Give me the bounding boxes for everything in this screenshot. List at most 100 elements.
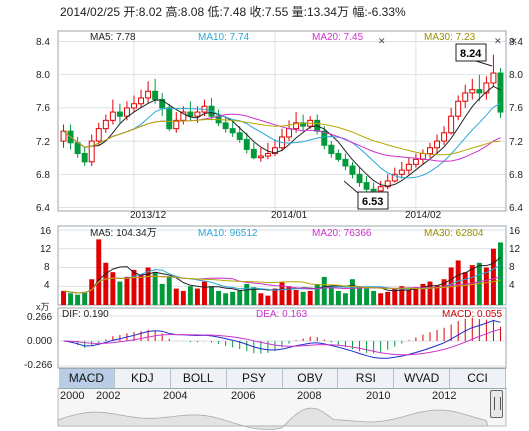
candle-body: [321, 130, 328, 146]
candle-body: [469, 89, 476, 94]
volume-bar: [328, 286, 334, 305]
candle-body: [490, 72, 497, 84]
y-tick-7.2: 7.2: [36, 137, 50, 148]
y-tick-7.6: 7.6: [36, 103, 50, 114]
candle-body: [152, 90, 159, 101]
macd-tick-top: 0.266: [27, 312, 52, 323]
ma5-label: MA5: 7.78: [90, 32, 136, 43]
vol-tick-right-12: 12: [509, 244, 521, 255]
indicator-tabs: MACD KDJ BOLL PSY OBV RSI WVAD CCI: [59, 368, 506, 389]
tab-kdj[interactable]: KDJ: [115, 369, 171, 388]
candle-body: [377, 186, 384, 192]
crosshair-icon[interactable]: ✕: [510, 36, 518, 46]
volume-bar: [490, 248, 496, 305]
min-callout-box: [357, 191, 389, 210]
y-tick-right-8.4: 8.4: [509, 37, 523, 48]
candle-body: [264, 153, 271, 157]
volume-bar: [152, 272, 158, 305]
ma30-label: MA30: 7.23: [424, 32, 476, 43]
candle-body: [328, 144, 335, 155]
volume-bar: [68, 293, 74, 305]
max-callout-box: [455, 43, 487, 62]
candle-body: [363, 182, 370, 190]
tab-cci[interactable]: CCI: [450, 369, 506, 388]
tab-boll[interactable]: BOLL: [171, 369, 227, 388]
dif-label: DIF: 0.190: [62, 309, 109, 320]
timeline-history-line: [57, 407, 489, 431]
volume-bar: [357, 286, 362, 305]
candle-body: [370, 188, 377, 192]
max-callout: 8.24: [460, 48, 482, 60]
volume-bar: [166, 276, 172, 305]
volume-bar: [321, 276, 327, 305]
candle-body: [405, 163, 412, 171]
y-tick-6.4: 6.4: [36, 203, 50, 214]
volume-value: 13.34万: [306, 5, 349, 19]
volume-bar: [307, 290, 313, 305]
volume-bars: [61, 239, 503, 305]
volume-bar: [202, 281, 207, 305]
candle-body: [462, 92, 469, 102]
volume-bar: [350, 279, 355, 305]
volume-bar: [187, 286, 193, 305]
volume-bar: [371, 290, 377, 305]
vol-tick-8: 8: [44, 262, 50, 273]
tab-obv[interactable]: OBV: [283, 369, 339, 388]
timeline-year-2006: 2006: [231, 390, 256, 402]
timeline-drag-handle[interactable]: [490, 390, 503, 418]
x-tick-2013-12: 2013/12: [130, 210, 167, 221]
vol-ma10-label: MA10: 96512: [198, 228, 258, 239]
candle-body: [194, 111, 201, 117]
volume-bar: [286, 286, 292, 305]
volume-bar: [223, 293, 229, 305]
candle-body: [74, 142, 81, 155]
tab-wvad[interactable]: WVAD: [394, 369, 451, 388]
volume-bar: [237, 290, 243, 305]
vol-ma30-line: [63, 275, 501, 294]
volume-bar: [399, 286, 405, 305]
timeline-year-2012: 2012: [432, 390, 457, 402]
candle-body: [476, 89, 483, 94]
timeline-year-2010: 2010: [366, 390, 391, 402]
ma30-line: [63, 118, 501, 156]
candle-body: [448, 115, 455, 134]
candle-body: [173, 119, 180, 130]
candle-body: [250, 148, 257, 159]
tab-rsi[interactable]: RSI: [338, 369, 395, 388]
volume-bar: [251, 287, 257, 305]
volume-bar: [110, 272, 116, 305]
candle-body: [138, 97, 145, 105]
volume-bar: [413, 287, 419, 305]
volume-bar: [89, 279, 95, 305]
y-tick-right-6.8: 6.8: [509, 170, 523, 181]
candle-body: [123, 107, 130, 117]
candle-body: [455, 100, 462, 117]
candle-body: [335, 153, 342, 160]
tab-macd[interactable]: MACD: [59, 369, 115, 388]
ma20-label: MA20: 7.45: [312, 32, 364, 43]
quote-header: 2014/02/25 开:8.02 高:8.08 低:7.48 收:7.55 量…: [60, 3, 406, 20]
volume-bar: [279, 281, 285, 305]
candle-body: [271, 147, 278, 155]
y-tick-8.4: 8.4: [36, 37, 50, 48]
tab-psy[interactable]: PSY: [227, 369, 283, 388]
crosshair-icon[interactable]: ✕: [494, 36, 502, 46]
vol-ma30-label: MA30: 62804: [424, 228, 484, 239]
volume-bar: [258, 293, 264, 305]
volume-bar: [364, 288, 370, 305]
x-tick-2014-01: 2014/01: [271, 210, 308, 221]
candle-body: [342, 158, 349, 167]
candle-body: [166, 107, 173, 130]
volume-bar: [392, 288, 398, 305]
vol-tick-right-8: 8: [509, 262, 515, 273]
crosshair-icon[interactable]: ✕: [378, 36, 386, 46]
volume-bar: [145, 267, 151, 305]
volume-bar: [314, 283, 320, 305]
candle-body: [483, 82, 490, 94]
vol-tick-4: 4: [44, 280, 50, 291]
volume-bar: [131, 269, 137, 305]
low-value: 7.48: [222, 5, 247, 19]
candle-body: [497, 72, 504, 113]
volume-bar: [441, 279, 447, 305]
volume-bar: [498, 242, 503, 305]
